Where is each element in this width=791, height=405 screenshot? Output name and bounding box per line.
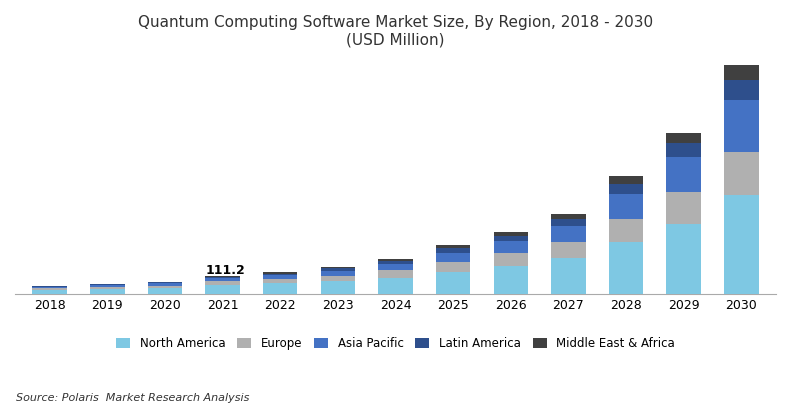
Bar: [551, 219, 586, 226]
Bar: [551, 226, 586, 242]
Bar: [32, 290, 67, 294]
Bar: [724, 195, 759, 294]
Bar: [494, 253, 528, 266]
Bar: [320, 266, 355, 269]
Bar: [378, 264, 413, 271]
Bar: [494, 232, 528, 236]
Bar: [667, 157, 701, 192]
Bar: [378, 259, 413, 261]
Bar: [609, 242, 643, 294]
Bar: [320, 271, 355, 275]
Bar: [551, 242, 586, 258]
Bar: [724, 80, 759, 100]
Bar: [724, 152, 759, 195]
Text: Source: Polaris  Market Research Analysis: Source: Polaris Market Research Analysis: [16, 393, 249, 403]
Bar: [148, 286, 182, 288]
Bar: [436, 248, 471, 253]
Bar: [724, 100, 759, 152]
Bar: [90, 284, 124, 286]
Bar: [551, 258, 586, 294]
Bar: [724, 65, 759, 80]
Bar: [320, 269, 355, 271]
Bar: [205, 278, 240, 281]
Bar: [436, 262, 471, 272]
Bar: [90, 287, 124, 289]
Bar: [494, 236, 528, 241]
Bar: [667, 192, 701, 224]
Bar: [32, 286, 67, 287]
Legend: North America, Europe, Asia Pacific, Latin America, Middle East & Africa: North America, Europe, Asia Pacific, Lat…: [110, 331, 681, 356]
Bar: [494, 266, 528, 294]
Bar: [148, 281, 182, 282]
Bar: [148, 282, 182, 283]
Bar: [205, 285, 240, 294]
Bar: [436, 272, 471, 294]
Bar: [667, 224, 701, 294]
Bar: [90, 286, 124, 287]
Bar: [667, 143, 701, 157]
Bar: [205, 281, 240, 285]
Bar: [667, 133, 701, 143]
Bar: [263, 272, 297, 273]
Bar: [263, 275, 297, 279]
Bar: [436, 245, 471, 248]
Bar: [263, 284, 297, 294]
Bar: [609, 176, 643, 184]
Bar: [32, 287, 67, 288]
Bar: [378, 271, 413, 277]
Bar: [148, 284, 182, 286]
Text: 111.2: 111.2: [205, 264, 245, 277]
Bar: [90, 289, 124, 294]
Bar: [320, 275, 355, 281]
Bar: [320, 281, 355, 294]
Bar: [378, 277, 413, 294]
Bar: [609, 184, 643, 194]
Bar: [609, 194, 643, 219]
Bar: [551, 214, 586, 219]
Bar: [148, 288, 182, 294]
Bar: [263, 279, 297, 283]
Bar: [609, 219, 643, 242]
Bar: [494, 241, 528, 253]
Bar: [205, 276, 240, 277]
Bar: [263, 273, 297, 275]
Title: Quantum Computing Software Market Size, By Region, 2018 - 2030
(USD Million): Quantum Computing Software Market Size, …: [138, 15, 653, 47]
Bar: [205, 277, 240, 278]
Bar: [436, 253, 471, 262]
Bar: [32, 288, 67, 290]
Bar: [378, 261, 413, 264]
